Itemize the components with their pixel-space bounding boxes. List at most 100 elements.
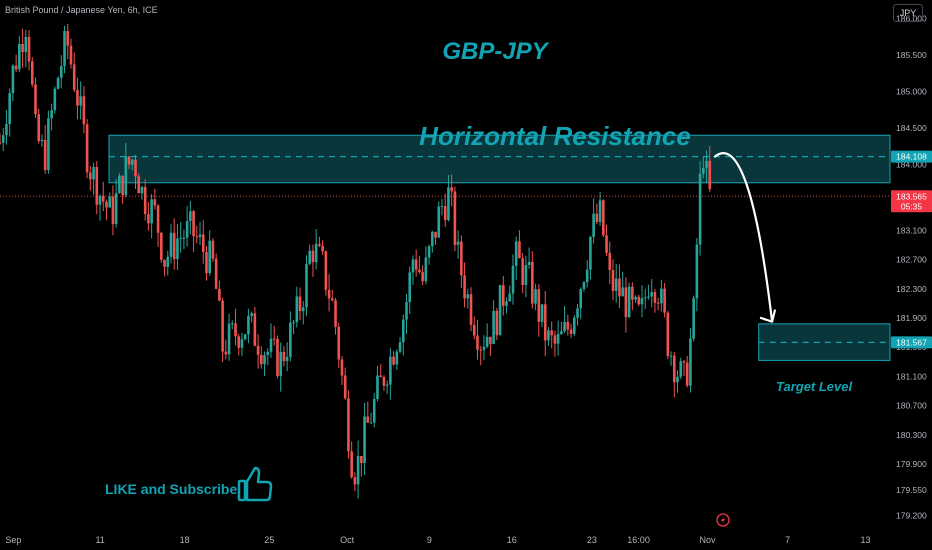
candle-body [185,221,189,238]
candle [669,351,673,366]
candle-body [143,186,147,215]
candle [347,390,350,459]
current-price-tag-text: 183.565 [896,191,927,201]
candle-body [682,361,686,363]
candle-body [485,336,489,347]
candle-body [576,308,579,318]
candle-body [111,196,115,225]
candle [179,222,182,253]
candle [114,179,118,228]
candle [372,393,376,428]
candle [153,189,157,210]
candle-body [676,376,679,383]
candle [269,323,273,359]
candle-body [643,297,647,299]
candle [237,333,241,356]
candle-body [108,196,111,208]
candle-body [279,351,282,377]
candle-body [127,156,131,165]
candle-body [372,399,376,423]
candle-body [463,275,466,299]
candle-body [347,398,350,452]
candle [405,293,408,335]
candle [95,161,99,215]
candle-body [53,88,57,111]
current-price-tag [891,190,932,213]
candle-body [224,351,228,355]
candle-body [414,259,418,270]
candle [366,401,370,423]
symbol-title: British Pound / Japanese Yen, 6h, ICE [5,5,158,15]
candle [350,441,353,479]
candle [121,175,124,204]
candle [343,367,347,400]
candle-body [324,251,328,290]
candle-body [172,232,176,260]
candle-body [37,114,41,142]
candle [621,271,624,297]
candle [263,351,266,376]
candle-body [647,296,650,298]
candle-body [227,323,231,355]
candle-body [150,199,153,224]
candle [395,349,399,370]
candle-body [421,272,424,282]
candle [392,350,395,366]
candle [18,36,21,73]
candle-body [314,243,318,263]
chart-title: GBP-JPY [442,38,548,65]
currency-button[interactable]: JPY [893,4,923,22]
candle-body [63,31,66,67]
candle-body [56,77,60,89]
candle-body [24,36,28,53]
candle [53,86,57,114]
resistance-zone [108,134,891,184]
candle [672,352,676,398]
candle [211,237,215,262]
lightning-icon[interactable] [716,513,730,527]
candle-body [282,351,286,362]
candle [301,301,305,325]
candle [234,308,237,346]
candle-body [237,336,241,348]
y-tick-label: 179.200 [896,510,927,520]
candle-body [30,61,34,85]
candle-body [511,265,515,294]
current-price-tag-countdown: 05:35 [901,201,923,211]
candle-body [534,289,537,304]
candle-body [353,477,357,485]
candle [169,224,173,264]
candle [472,316,476,340]
y-tick-label: 180.300 [896,430,927,440]
candle [40,134,44,147]
candle-body [453,191,457,245]
candle [653,288,657,313]
candle-body [605,235,608,253]
candle [85,119,89,179]
candle [101,181,105,212]
candle-body [392,356,395,365]
x-tick-label: Sep [5,535,21,545]
candle-body [702,167,705,174]
candle-body [537,289,541,322]
candle [321,240,324,256]
candle [537,284,541,337]
candle [92,162,95,195]
y-tick-label: 179.550 [896,485,927,495]
candle-body [160,232,163,260]
candle [314,229,318,270]
candle-body [556,334,560,344]
candle-body [531,261,534,304]
candle [56,76,60,90]
candle [560,321,563,335]
candle [276,335,279,379]
candle [689,328,692,393]
candle-body [637,296,641,305]
candle-body [689,338,692,386]
candle-body [679,361,683,377]
candle [69,38,73,69]
candle-body [98,195,102,205]
candle-body [253,313,257,346]
candle-body [82,96,86,125]
